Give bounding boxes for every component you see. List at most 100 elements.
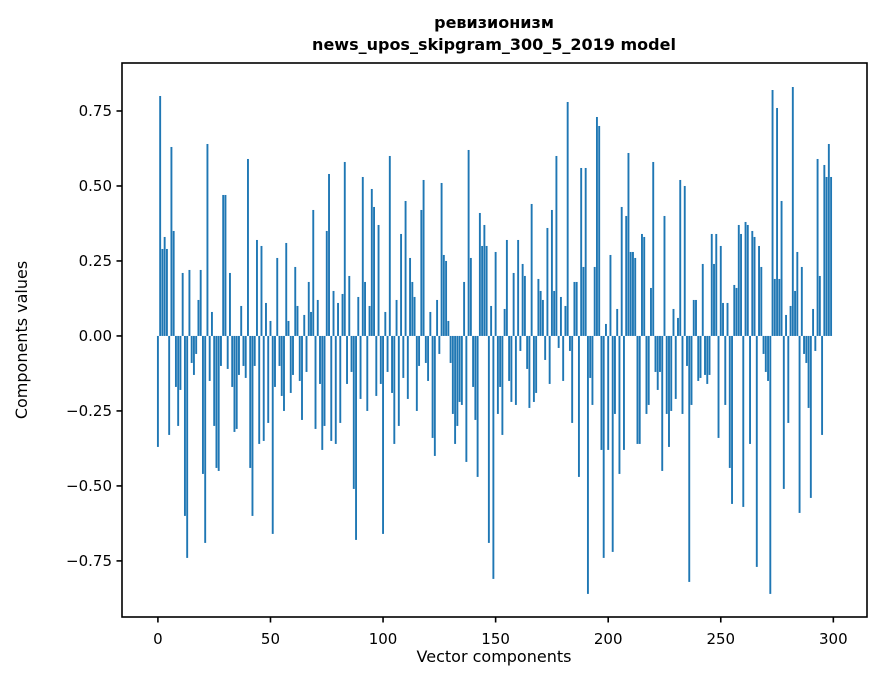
bar [478,212,481,336]
bar [242,335,245,366]
bar [249,335,252,468]
bar [294,266,297,336]
bar [807,335,810,408]
bar [204,335,207,543]
bar [321,335,324,450]
bar [541,299,544,336]
x-tick-label: 300 [819,630,848,648]
bar [605,323,607,336]
bar [553,290,556,336]
bar [584,167,587,336]
bar [744,221,747,336]
bar [717,335,720,438]
bar [776,107,779,336]
bar [481,245,484,336]
bar [546,227,549,336]
bar [436,299,439,336]
bar [442,254,445,336]
bar [762,335,765,354]
bar [422,179,425,336]
bar [384,311,387,336]
bar [235,335,238,429]
bar [438,335,441,354]
bar [168,335,171,435]
bar [251,335,254,516]
bar [208,335,211,381]
bar [787,335,790,423]
bar [485,245,488,336]
bar [177,335,180,426]
bar [256,239,258,336]
bar [690,335,693,405]
bar [244,335,247,378]
bar [199,269,202,336]
bar [679,179,682,336]
bar [760,266,763,336]
bar [740,233,742,336]
bar [537,278,540,336]
bar [210,311,213,336]
bar [319,335,321,384]
bar [701,263,704,336]
bar [213,335,216,426]
bar [483,224,486,336]
bar [672,308,675,336]
bar [629,251,632,336]
chart-title: ревизионизм [434,13,554,32]
x-tick-label: 200 [594,630,623,648]
axes-spines [121,62,868,618]
bar [307,281,310,336]
bar [427,335,430,381]
bar [809,335,812,498]
bar [429,311,432,336]
bar [532,335,535,402]
bar [253,335,256,366]
bar [454,335,457,444]
bar [220,335,222,366]
bar [231,335,234,387]
bar [269,320,272,336]
bar [733,284,736,336]
bar [616,308,619,336]
bar [289,335,292,393]
bar [683,185,686,336]
bars [156,87,833,594]
bar [517,239,520,336]
bar [798,335,801,513]
bar [767,335,769,381]
bar [285,242,288,336]
bar [674,335,677,399]
bar [573,281,576,336]
bar [451,335,454,414]
bar [665,335,668,414]
y-tick-label: 0.00 [79,327,112,345]
bar [800,266,803,336]
bar [814,335,817,351]
bar [818,275,821,336]
bar [337,302,339,336]
bar [352,335,355,489]
bar [791,87,794,336]
bar [638,335,641,444]
bar [580,167,583,336]
bar [375,335,378,396]
bar [179,335,182,390]
bar [456,335,459,426]
bar [611,335,614,552]
bar [681,335,684,414]
bar [695,299,697,336]
x-axis-label: Vector components [417,647,572,666]
bar [201,335,204,474]
bar [686,335,688,366]
bar [550,209,553,336]
bar [600,335,603,450]
bar [170,146,173,336]
bar [699,335,702,378]
bar [771,90,774,336]
chart-subtitle: news_upos_skipgram_300_5_2019 model [312,35,676,54]
bar [161,248,164,336]
bar [566,101,569,336]
bar [713,263,715,336]
bar [496,335,499,414]
